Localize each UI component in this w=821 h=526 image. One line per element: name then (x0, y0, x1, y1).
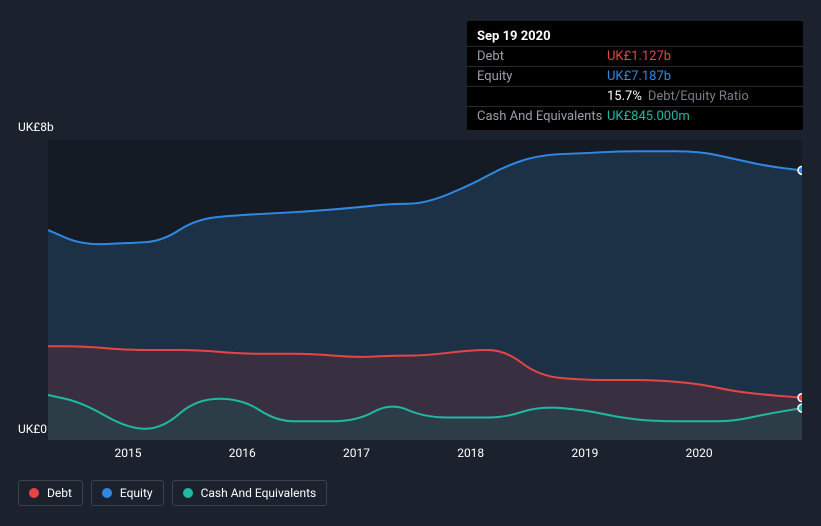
tooltip-value: UK£7.187b (607, 69, 671, 84)
x-tick: 2017 (343, 446, 370, 460)
x-tick: 2018 (457, 446, 484, 460)
legend: Debt Equity Cash And Equivalents (18, 480, 327, 506)
legend-label: Cash And Equivalents (201, 486, 317, 500)
tooltip-label (477, 89, 607, 104)
y-axis-label-bottom: UK£0 (18, 422, 47, 436)
plot-area[interactable] (48, 140, 802, 440)
legend-label: Equity (120, 486, 153, 500)
tooltip-value: UK£1.127b (607, 49, 671, 64)
tooltip-value: 15.7% (607, 89, 642, 104)
tooltip-label: Debt (477, 49, 607, 64)
legend-item-cash[interactable]: Cash And Equivalents (172, 480, 328, 506)
series-endpoint-cash (798, 404, 802, 412)
x-tick: 2016 (229, 446, 256, 460)
series-endpoint-equity (798, 166, 802, 174)
tooltip-row: Debt UK£1.127b (467, 46, 803, 66)
tooltip-title: Sep 19 2020 (467, 25, 803, 46)
legend-item-debt[interactable]: Debt (18, 480, 83, 506)
legend-label: Debt (47, 486, 72, 500)
legend-item-equity[interactable]: Equity (91, 480, 164, 506)
chart-svg (48, 140, 802, 440)
series-endpoint-debt (798, 394, 802, 402)
tooltip-panel: Sep 19 2020 Debt UK£1.127b Equity UK£7.1… (467, 21, 803, 130)
x-tick: 2019 (571, 446, 598, 460)
chart-container: UK£8b UK£0 2015 2016 2017 2018 2019 2020 (18, 120, 803, 480)
legend-swatch (102, 488, 112, 498)
tooltip-extra: Debt/Equity Ratio (648, 89, 749, 104)
y-axis-label-top: UK£8b (18, 120, 54, 134)
legend-swatch (29, 488, 39, 498)
legend-swatch (183, 488, 193, 498)
tooltip-label: Equity (477, 69, 607, 84)
tooltip-row: Equity UK£7.187b (467, 66, 803, 86)
tooltip-row: 15.7% Debt/Equity Ratio (467, 86, 803, 106)
x-tick: 2020 (686, 446, 713, 460)
x-tick: 2015 (114, 446, 141, 460)
